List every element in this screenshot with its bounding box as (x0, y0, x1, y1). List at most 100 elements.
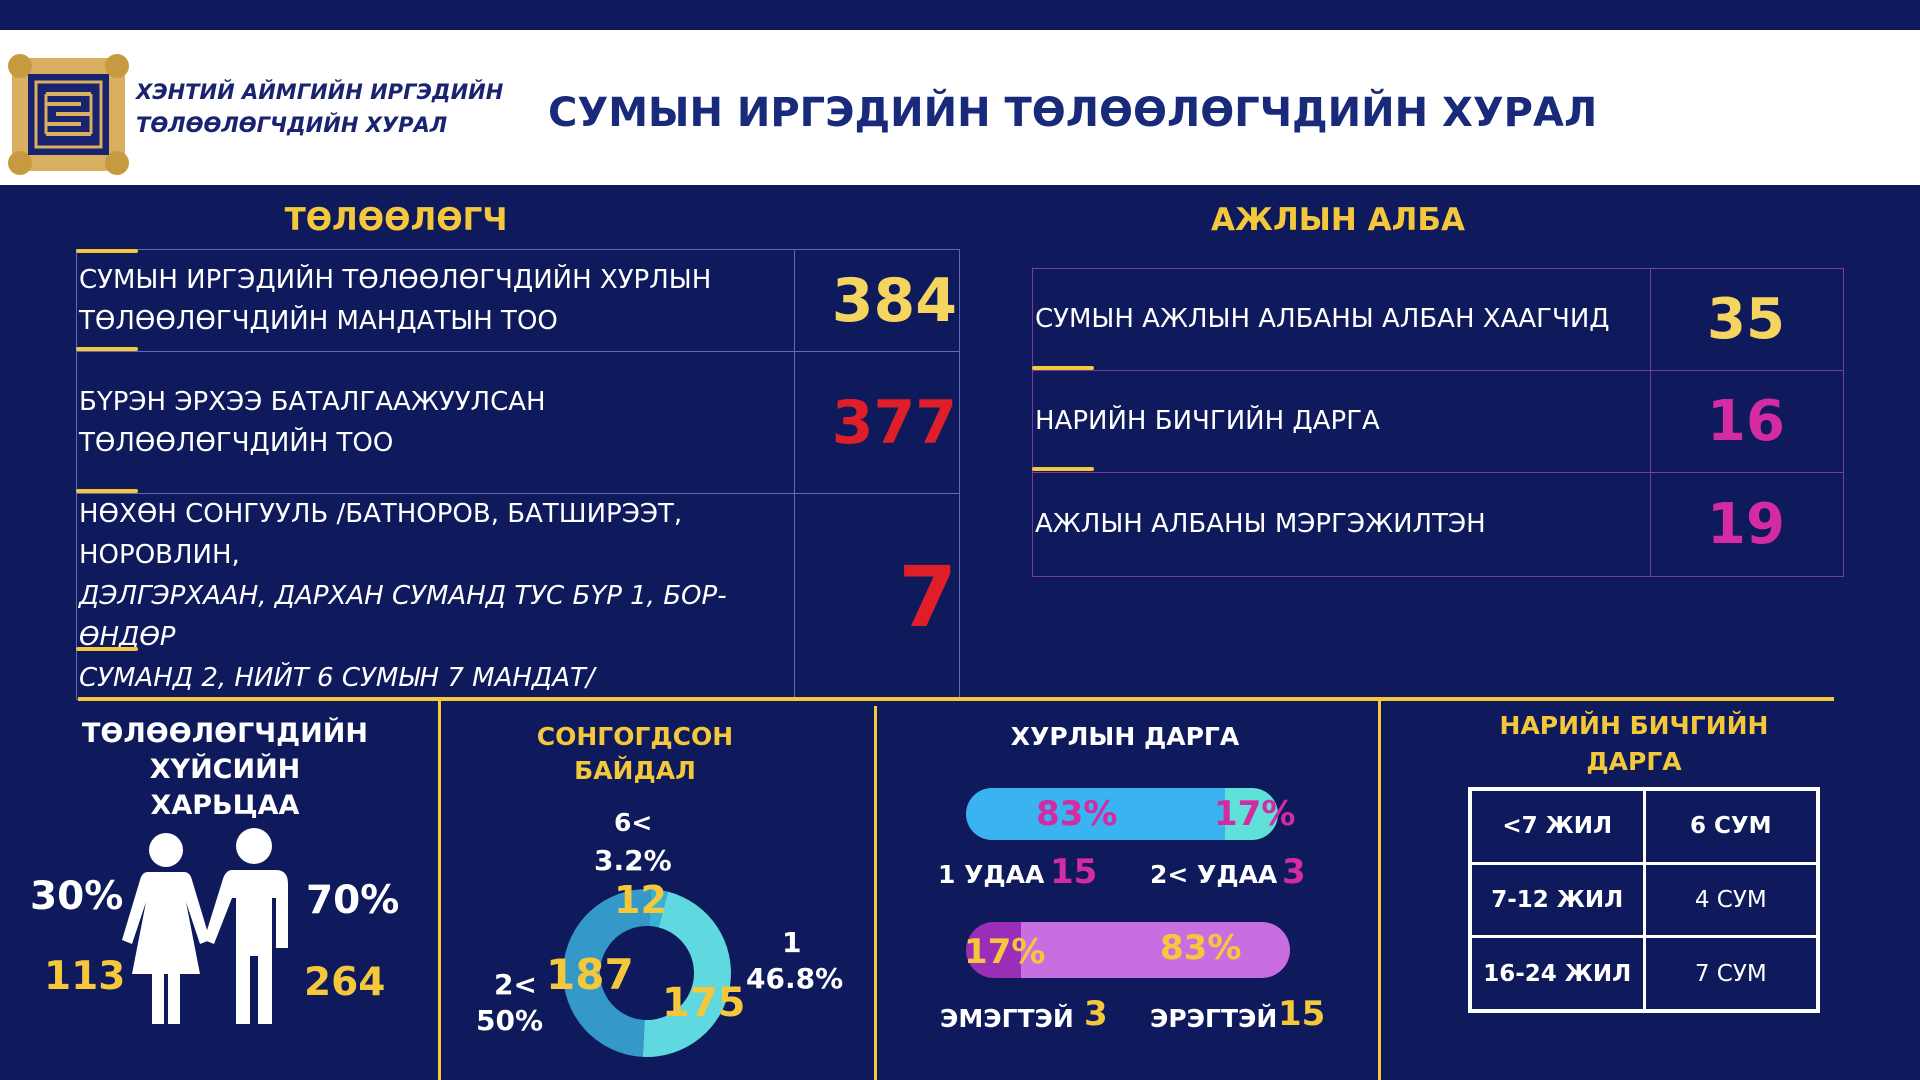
elected-title-line2: БАЙДАЛ (574, 756, 696, 785)
donut-slice-3 (563, 889, 652, 1057)
office-staff-count: 35 (1650, 268, 1844, 371)
office-row-label: НАРИЙН БИЧГИЙН ДАРГА (1032, 370, 1651, 473)
elected-panel-title: СОНГОГДСОН БАЙДАЛ (490, 720, 780, 788)
table-row: АЖЛЫН АЛБАНЫ МЭРГЭЖИЛТЭН 19 (1032, 472, 1844, 577)
divider-vertical (1378, 701, 1381, 1080)
divider-vertical (438, 701, 441, 1080)
accent-line (1032, 467, 1094, 471)
representatives-table: СУМЫН ИРГЭДИЙН ТӨЛӨӨЛӨГЧДИЙН ХУРЛЫН ТӨЛӨ… (76, 249, 960, 700)
office-title: АЖЛЫН АЛБА (1211, 202, 1465, 238)
term1-value: 15 (1050, 852, 1098, 892)
rep-row-1-line1: СУМЫН ИРГЭДИЙН ТӨЛӨӨЛӨГЧДИЙН ХУРЛЫН (79, 264, 712, 295)
divider-vertical (874, 706, 877, 1080)
chart-pct-6plus: 3.2% (594, 844, 672, 877)
table-row: НӨХӨН СОНГУУЛЬ /БАТНОРОВ, БАТШИРЭЭТ, НОР… (76, 493, 960, 700)
tenure-range: 16-24 ЖИЛ (1468, 935, 1646, 1013)
term2-percent: 17% (1214, 794, 1296, 834)
rep-row-3-line2: ДЭЛГЭРХААН, ДАРХАН СУМАНД ТУС БҮР 1, БОР… (79, 581, 727, 652)
page-title: СУМЫН ИРГЭДИЙН ТӨЛӨӨЛӨГЧДИЙН ХУРАЛ (548, 90, 1598, 136)
office-specialist-count: 19 (1650, 472, 1844, 577)
gender-panel-title: ТӨЛӨӨЛӨГЧДИЙН ХҮЙСИЙН ХАРЬЦАА (20, 716, 430, 824)
table-row: СУМЫН АЖЛЫН АЛБАНЫ АЛБАН ХААГЧИД 35 (1032, 268, 1844, 371)
rep-row-1-line2: ТӨЛӨӨЛӨГЧДИЙН МАНДАТЫН ТОО (79, 305, 558, 336)
office-secretary-count: 16 (1650, 370, 1844, 473)
tenure-range: 7-12 ЖИЛ (1468, 861, 1646, 939)
elected-donut-chart (563, 889, 731, 1057)
office-table: СУМЫН АЖЛЫН АЛБАНЫ АЛБАН ХААГЧИД 35 НАРИ… (1032, 268, 1844, 577)
male-chair-percent: 83% (1160, 928, 1242, 968)
bar-segment (1224, 788, 1278, 840)
secretary-tenure-table: <7 ЖИЛ 6 СУМ 7-12 ЖИЛ 4 СУМ 16-24 ЖИЛ 7 … (1468, 787, 1820, 1013)
table-row: 16-24 ЖИЛ 7 СУМ (1468, 935, 1820, 1013)
rep-row-label: СУМЫН ИРГЭДИЙН ТӨЛӨӨЛӨГЧДИЙН ХУРЛЫН ТӨЛӨ… (76, 249, 795, 352)
couple-icon (118, 828, 298, 1030)
chart-pct-2plus: 50% (476, 1004, 544, 1037)
top-bar (0, 0, 1920, 30)
header: ХЭНТИЙ АЙМГИЙН ИРГЭДИЙН ТӨЛӨӨЛӨГЧДИЙН ХУ… (0, 30, 1920, 185)
term1-label: 1 УДАА (938, 860, 1045, 889)
secretary-title-line2: ДАРГА (1586, 747, 1682, 776)
accent-line (76, 489, 138, 493)
office-row-label: СУМЫН АЖЛЫН АЛБАНЫ АЛБАН ХААГЧИД (1032, 268, 1651, 371)
chair-gender-bar (966, 922, 1290, 978)
gender-title-line2: ХАРЬЦАА (150, 790, 300, 821)
male-chair-value: 15 (1278, 994, 1326, 1034)
chart-value-2plus: 187 (546, 950, 634, 999)
table-row: БҮРЭН ЭРХЭЭ БАТАЛГААЖУУЛСАН ТӨЛӨӨЛӨГЧДИЙ… (76, 351, 960, 494)
rep-row-3-line3: СУМАНД 2, НИЙТ 6 СУМЫН 7 МАНДАТ/ (79, 663, 595, 693)
rep-row-2-line1: БҮРЭН ЭРХЭЭ БАТАЛГААЖУУЛСАН ТӨЛӨӨЛӨГЧДИЙ… (79, 386, 546, 458)
rep-confirmed-count: 377 (794, 351, 960, 494)
bar-segment (1021, 922, 1290, 978)
emblem-logo (6, 52, 131, 177)
bar-segment (966, 922, 1022, 978)
accent-line (76, 647, 138, 651)
chair-panel-title: ХУРЛЫН ДАРГА (1010, 722, 1240, 751)
chair-terms-bar (966, 788, 1278, 840)
chart-label-2plus: 2< (494, 968, 537, 1001)
bar-segment (966, 788, 1225, 840)
female-chair-value: 3 (1084, 994, 1108, 1034)
gender-title-line1: ТӨЛӨӨЛӨГЧДИЙН ХҮЙСИЙН (82, 718, 368, 785)
tenure-count: 6 СУМ (1642, 787, 1820, 865)
female-count: 113 (44, 954, 126, 999)
org-name-line1: ХЭНТИЙ АЙМГИЙН ИРГЭДИЙН (136, 80, 504, 104)
secretary-title-line1: НАРИЙН БИЧГИЙН (1499, 711, 1769, 740)
male-percent: 70% (306, 878, 400, 923)
male-chair-label: ЭРЭГТЭЙ (1150, 1004, 1278, 1033)
org-name: ХЭНТИЙ АЙМГИЙН ИРГЭДИЙН ТӨЛӨӨЛӨГЧДИЙН ХУ… (136, 76, 503, 142)
org-name-line2: ТӨЛӨӨЛӨГЧДИЙН ХУРАЛ (136, 113, 448, 137)
divider-horizontal (78, 697, 1834, 701)
rep-row-label: НӨХӨН СОНГУУЛЬ /БАТНОРОВ, БАТШИРЭЭТ, НОР… (76, 493, 795, 700)
table-row: НАРИЙН БИЧГИЙН ДАРГА 16 (1032, 370, 1844, 473)
accent-line (76, 249, 138, 253)
rep-by-election-count: 7 (794, 493, 960, 700)
term2-label: 2< УДАА (1150, 860, 1278, 889)
female-percent: 30% (30, 874, 124, 919)
secretary-panel-title: НАРИЙН БИЧГИЙН ДАРГА (1420, 708, 1848, 780)
chart-pct-1: 46.8% (746, 962, 844, 995)
rep-row-label: БҮРЭН ЭРХЭЭ БАТАЛГААЖУУЛСАН ТӨЛӨӨЛӨГЧДИЙ… (76, 351, 795, 494)
donut-slice-2 (642, 891, 731, 1057)
elected-title-line1: СОНГОГДСОН (536, 722, 734, 751)
male-count: 264 (304, 960, 386, 1005)
tenure-range: <7 ЖИЛ (1468, 787, 1646, 865)
table-row: СУМЫН ИРГЭДИЙН ТӨЛӨӨЛӨГЧДИЙН ХУРЛЫН ТӨЛӨ… (76, 249, 960, 352)
term2-value: 3 (1282, 852, 1306, 892)
office-row-label: АЖЛЫН АЛБАНЫ МЭРГЭЖИЛТЭН (1032, 472, 1651, 577)
tenure-count: 7 СУМ (1642, 935, 1820, 1013)
table-row: <7 ЖИЛ 6 СУМ (1468, 787, 1820, 865)
female-chair-percent: 17% (964, 932, 1046, 972)
tenure-count: 4 СУМ (1642, 861, 1820, 939)
table-row: 7-12 ЖИЛ 4 СУМ (1468, 861, 1820, 939)
term1-percent: 83% (1036, 794, 1118, 834)
chart-value-6plus: 12 (614, 878, 667, 922)
rep-mandate-count: 384 (794, 249, 960, 352)
chart-value-1: 175 (662, 980, 746, 1026)
accent-line (76, 347, 138, 351)
chart-label-1: 1 (782, 926, 802, 959)
representatives-title: ТӨЛӨӨЛӨГЧ (284, 202, 508, 238)
accent-line (1032, 366, 1094, 370)
rep-row-3-line1: НӨХӨН СОНГУУЛЬ /БАТНОРОВ, БАТШИРЭЭТ, НОР… (79, 499, 683, 570)
female-chair-label: ЭМЭГТЭЙ (940, 1004, 1074, 1033)
donut-slice-1 (649, 889, 668, 928)
